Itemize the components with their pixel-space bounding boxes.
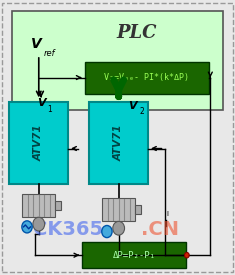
- Text: .CN: .CN: [141, 220, 179, 239]
- Text: 1: 1: [48, 105, 52, 114]
- Circle shape: [22, 221, 32, 233]
- Circle shape: [33, 217, 45, 231]
- Bar: [55, 201, 61, 210]
- Bar: [9, 102, 68, 184]
- Text: PLC: PLC: [116, 24, 157, 42]
- Text: ΔP=P₂-P₁: ΔP=P₂-P₁: [113, 251, 155, 260]
- Bar: [102, 198, 135, 221]
- Text: CK365: CK365: [33, 220, 103, 239]
- Bar: [12, 11, 223, 110]
- Circle shape: [184, 252, 189, 258]
- Bar: [89, 102, 148, 184]
- Text: I: I: [167, 211, 169, 217]
- Text: V: V: [31, 37, 41, 51]
- Bar: [82, 242, 186, 268]
- Text: ATV71: ATV71: [34, 125, 44, 161]
- Bar: [22, 194, 55, 217]
- Circle shape: [113, 221, 125, 235]
- Bar: [85, 62, 209, 94]
- Text: ref: ref: [43, 49, 55, 58]
- Bar: [135, 205, 141, 214]
- Text: V: V: [129, 101, 137, 111]
- Text: 2: 2: [139, 108, 144, 116]
- Text: V: V: [37, 98, 45, 108]
- Circle shape: [102, 226, 112, 238]
- Text: ATV71: ATV71: [114, 125, 124, 161]
- Text: V₂=Vₑₑ- PI*(k*ΔP): V₂=Vₑₑ- PI*(k*ΔP): [104, 73, 189, 82]
